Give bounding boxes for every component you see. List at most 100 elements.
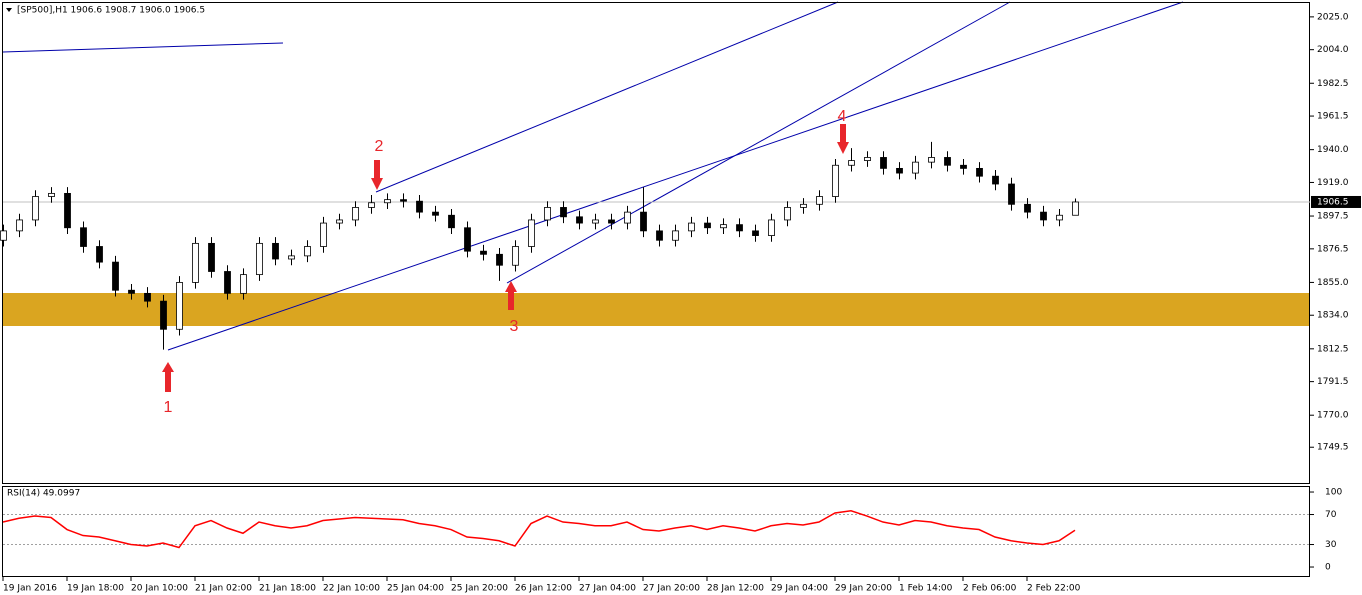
candle-body <box>192 242 199 283</box>
candle-body <box>384 199 391 204</box>
x-tick-label: 21 Jan 02:00 <box>195 584 252 594</box>
candle-body <box>1024 203 1031 213</box>
x-tick-label: 25 Jan 04:00 <box>387 584 444 594</box>
support-zone <box>3 293 1310 326</box>
y-tick-label: 1982.5 <box>1317 79 1349 89</box>
candle-body <box>352 207 359 221</box>
annotation: 2 <box>375 138 384 155</box>
candle-body <box>784 207 791 221</box>
candle-body <box>800 203 807 208</box>
candle-body <box>608 219 615 224</box>
annotation: 4 <box>838 108 847 125</box>
candle-body <box>176 282 183 330</box>
candle-body <box>512 246 519 266</box>
candle-body <box>560 207 567 218</box>
candle-body <box>944 157 951 166</box>
candle-body <box>96 246 103 263</box>
candle-body <box>880 157 887 169</box>
trendline <box>506 1 1011 284</box>
candle-body <box>896 167 903 174</box>
candle-body <box>144 292 151 302</box>
y-tick-label: 1791.5 <box>1317 377 1349 387</box>
chart-title: [SP500],H1 1906.6 1908.7 1906.0 1906.5 <box>17 6 205 16</box>
candle-body <box>1040 211 1047 221</box>
rsi-line <box>2 510 1076 549</box>
candle-body <box>640 211 647 232</box>
y-tick-label: 1961.5 <box>1317 112 1349 122</box>
candle-body <box>752 230 759 236</box>
x-tick-label: 19 Jan 18:00 <box>67 584 124 594</box>
candle-body <box>304 246 311 257</box>
candle-body <box>208 242 215 272</box>
y-tick-label: 1749.5 <box>1317 443 1349 453</box>
y-tick-label: 1812.5 <box>1317 344 1349 354</box>
candle-body <box>64 192 71 229</box>
candle-body <box>32 196 39 221</box>
candle-body <box>112 261 119 291</box>
candle-body <box>224 271 231 294</box>
y-tick-label: 1897.5 <box>1317 212 1349 222</box>
trendline <box>375 1 839 193</box>
candle-body <box>704 222 711 229</box>
y-tick-label: 2004.0 <box>1317 45 1349 55</box>
candle-body <box>272 242 279 260</box>
y-tick-label: 1940.0 <box>1317 145 1349 155</box>
rsi-tick-label: 30 <box>1325 540 1337 550</box>
indicator-title: RSI(14) 49.0997 <box>7 489 80 499</box>
x-tick-label: 25 Jan 20:00 <box>451 584 508 594</box>
x-tick-label: 27 Jan 20:00 <box>643 584 700 594</box>
arrows <box>162 124 849 392</box>
price-label: 1906.5 <box>1317 197 1349 207</box>
candle-body <box>80 227 87 247</box>
candle-body <box>592 219 599 224</box>
candle-body <box>1008 183 1015 205</box>
candle-body <box>672 230 679 241</box>
candle-body <box>864 157 871 161</box>
candle-body <box>1056 214 1063 221</box>
candle-body <box>448 214 455 229</box>
main-frame <box>2 2 1310 484</box>
candle-body <box>768 219 775 236</box>
trendlines <box>2 1 1184 351</box>
arrow-down <box>371 160 383 190</box>
arrow-up <box>162 362 174 392</box>
x-tick-label: 1 Feb 14:00 <box>899 584 953 594</box>
candle-body <box>48 192 55 197</box>
candle-body <box>400 199 407 202</box>
candle-body <box>496 253 503 266</box>
candle-body <box>464 227 471 252</box>
candle-body <box>416 200 423 213</box>
x-tick-label: 2 Feb 06:00 <box>963 584 1017 594</box>
candle-body <box>480 250 487 255</box>
candle-body <box>912 161 919 174</box>
indicator-frame <box>2 486 1310 577</box>
candle-body <box>848 160 855 166</box>
candle-body <box>368 202 375 208</box>
candle-body <box>688 222 695 232</box>
arrow-up <box>505 281 517 310</box>
candle-body <box>320 222 327 247</box>
x-tick-label: 27 Jan 04:00 <box>579 584 636 594</box>
candle-body <box>928 157 935 163</box>
trendline <box>167 1 1184 351</box>
y-tick-label: 1770.0 <box>1317 411 1349 421</box>
y-tick-label: 1834.0 <box>1317 311 1349 321</box>
candle-body <box>720 224 727 229</box>
candle-body <box>336 219 343 224</box>
candle-body <box>832 164 839 197</box>
candle-body <box>624 211 631 224</box>
x-tick-label: 19 Jan 2016 <box>3 584 57 594</box>
candle-body <box>160 300 167 330</box>
candle-body <box>656 230 663 241</box>
candle-body <box>976 167 983 177</box>
x-tick-label: 26 Jan 12:00 <box>515 584 572 594</box>
y-tick-label: 1876.5 <box>1317 244 1349 254</box>
candle-body <box>992 175 999 185</box>
trendline <box>2 42 284 53</box>
x-tick-label: 29 Jan 04:00 <box>771 584 828 594</box>
y-tick-label: 1855.0 <box>1317 278 1349 288</box>
candle-body <box>0 230 7 241</box>
candle-body <box>1072 201 1079 216</box>
